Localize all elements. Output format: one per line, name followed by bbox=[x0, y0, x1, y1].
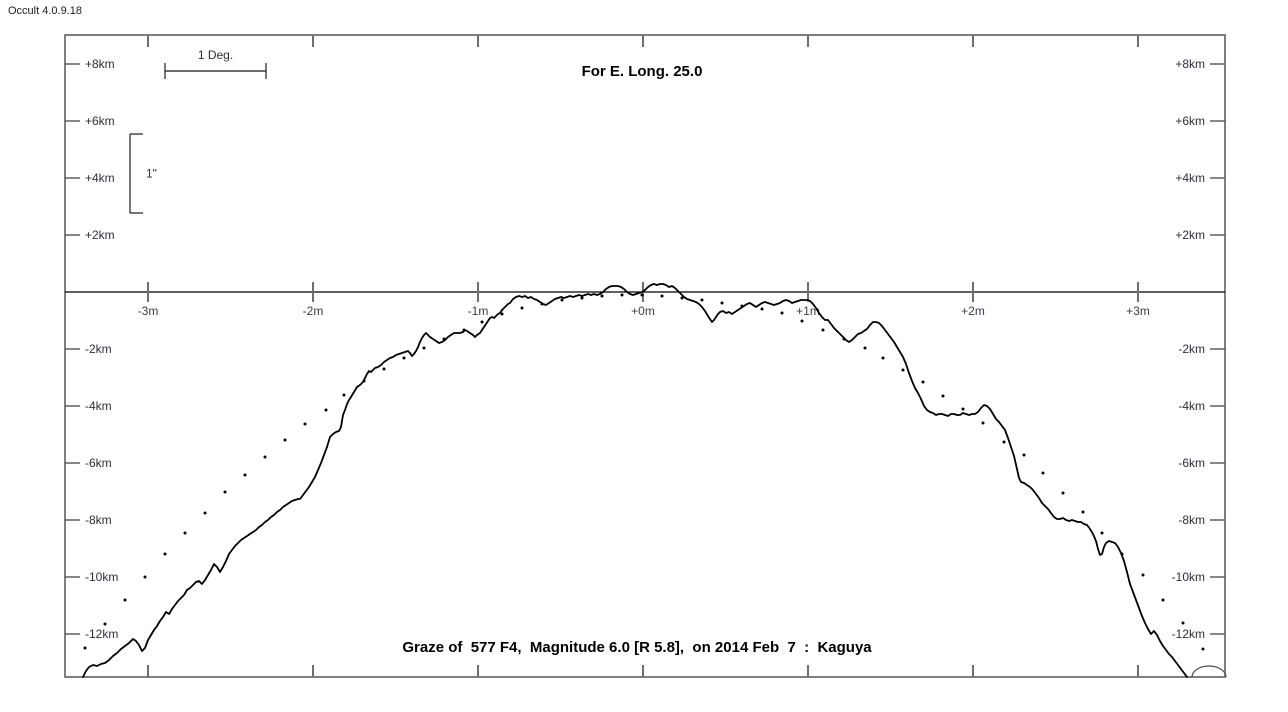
arcsecond-scalebar bbox=[129, 133, 143, 214]
mean-limb-dot bbox=[640, 293, 644, 297]
mean-limb-dot bbox=[362, 379, 366, 383]
mean-limb-dot bbox=[560, 298, 564, 302]
right-axis-tick-label: +2km bbox=[1175, 228, 1205, 242]
right-axis-tick-label: -10km bbox=[1172, 570, 1205, 584]
chart-top-title: For E. Long. 25.0 bbox=[582, 63, 703, 80]
right-axis-tick-label: -6km bbox=[1178, 456, 1205, 470]
mean-limb-dot bbox=[163, 552, 167, 556]
mean-limb-dot bbox=[223, 490, 227, 494]
mean-limb-dot bbox=[1161, 598, 1165, 602]
chart-bottom-title: Graze of 577 F4, Magnitude 6.0 [R 5.8], … bbox=[402, 639, 872, 656]
mean-limb-dot bbox=[303, 422, 307, 426]
mean-limb-dot bbox=[1081, 510, 1085, 514]
mean-limb-dot bbox=[203, 511, 207, 515]
x-tick-label: -2m bbox=[303, 304, 324, 318]
mean-limb-dot bbox=[800, 319, 804, 323]
mean-limb-dot bbox=[1061, 491, 1065, 495]
left-axis-tick-label: -10km bbox=[85, 570, 118, 584]
mean-limb-dot bbox=[941, 394, 945, 398]
mean-limb-dot bbox=[263, 455, 267, 459]
mean-limb-dot bbox=[540, 302, 544, 306]
mean-limb-dot bbox=[700, 298, 704, 302]
mean-limb-dot bbox=[961, 407, 965, 411]
x-tick-label: +1m bbox=[796, 304, 820, 318]
left-axis-tick-label: +8km bbox=[85, 57, 115, 71]
mean-limb-dot bbox=[580, 296, 584, 300]
x-tick-label: +0m bbox=[631, 304, 655, 318]
left-axis-tick-label: +4km bbox=[85, 171, 115, 185]
mean-limb-dot bbox=[720, 301, 724, 305]
mean-limb-dot bbox=[462, 328, 466, 332]
mean-limb-dot bbox=[402, 356, 406, 360]
mean-limb-dot bbox=[921, 380, 925, 384]
mean-limb-dot bbox=[660, 294, 664, 298]
mean-limb-dot bbox=[1181, 621, 1185, 625]
left-axis-tick-label: -4km bbox=[85, 399, 112, 413]
x-tick-label: +3m bbox=[1126, 304, 1150, 318]
left-axis-tick-label: -12km bbox=[85, 627, 118, 641]
axes-layer: -3m -2m -1m +0m +1m +2m +3m +8km +8km +6km +6km +4k… bbox=[65, 35, 1225, 677]
app-version-label: Occult 4.0.9.18 bbox=[8, 5, 82, 17]
left-axis-tick-label: -2km bbox=[85, 342, 112, 356]
mean-limb-dots bbox=[83, 293, 1205, 651]
mean-limb-dot bbox=[842, 337, 846, 341]
x-tick-label: -1m bbox=[468, 304, 489, 318]
left-axis-tick-label: +6km bbox=[85, 114, 115, 128]
mean-limb-dot bbox=[981, 421, 985, 425]
left-axis-tick-label: +2km bbox=[85, 228, 115, 242]
mean-limb-dot bbox=[680, 296, 684, 300]
mean-limb-dot bbox=[1201, 647, 1205, 651]
mean-limb-dot bbox=[881, 356, 885, 360]
corner-limb-arc bbox=[1191, 665, 1227, 678]
mean-limb-dot bbox=[422, 346, 426, 350]
mean-limb-dot bbox=[863, 346, 867, 350]
right-axis-tick-label: -2km bbox=[1178, 342, 1205, 356]
mean-limb-dot bbox=[760, 307, 764, 311]
mean-limb-dot bbox=[1041, 471, 1045, 475]
mean-limb-dot bbox=[143, 575, 147, 579]
mean-limb-dot bbox=[283, 438, 287, 442]
mean-limb-dot bbox=[520, 306, 524, 310]
mean-limb-dot bbox=[123, 598, 127, 602]
degree-scalebar bbox=[164, 63, 267, 79]
mean-limb-dot bbox=[442, 337, 446, 341]
mean-limb-dot bbox=[1022, 453, 1026, 457]
x-tick-label: -3m bbox=[138, 304, 159, 318]
mean-limb-dot bbox=[600, 294, 604, 298]
x-tick-label: +2m bbox=[961, 304, 985, 318]
mean-limb-dot bbox=[480, 320, 484, 324]
mean-limb-dot bbox=[382, 367, 386, 371]
mean-limb-dot bbox=[83, 646, 87, 650]
mean-limb-dot bbox=[243, 473, 247, 477]
mean-limb-dot bbox=[342, 393, 346, 397]
right-axis-tick-label: +8km bbox=[1175, 57, 1205, 71]
right-axis-tick-label: +6km bbox=[1175, 114, 1205, 128]
right-axis-tick-label: -12km bbox=[1172, 627, 1205, 641]
series-layer bbox=[82, 283, 1205, 678]
left-axis-tick-label: -6km bbox=[85, 456, 112, 470]
mean-limb-dot bbox=[500, 312, 504, 316]
mean-limb-dot bbox=[780, 311, 784, 315]
mean-limb-dot bbox=[103, 622, 107, 626]
mean-limb-dot bbox=[901, 368, 905, 372]
mean-limb-dot bbox=[1002, 440, 1006, 444]
arcsecond-scalebar-label: 1" bbox=[146, 167, 157, 181]
degree-scalebar-label: 1 Deg. bbox=[198, 48, 233, 62]
mean-limb-dot bbox=[740, 304, 744, 308]
right-axis-tick-label: -4km bbox=[1178, 399, 1205, 413]
right-axis-tick-label: +4km bbox=[1175, 171, 1205, 185]
mean-limb-dot bbox=[324, 408, 328, 412]
mean-limb-dot bbox=[1100, 531, 1104, 535]
plot-frame bbox=[64, 34, 1226, 678]
limb-terrain-profile-line bbox=[82, 283, 1188, 678]
mean-limb-dot bbox=[1141, 573, 1145, 577]
mean-limb-dot bbox=[821, 328, 825, 332]
mean-limb-dot bbox=[620, 293, 624, 297]
mean-limb-dot bbox=[1120, 552, 1124, 556]
left-axis-tick-label: -8km bbox=[85, 513, 112, 527]
mean-limb-dot bbox=[183, 531, 187, 535]
right-axis-tick-label: -8km bbox=[1178, 513, 1205, 527]
